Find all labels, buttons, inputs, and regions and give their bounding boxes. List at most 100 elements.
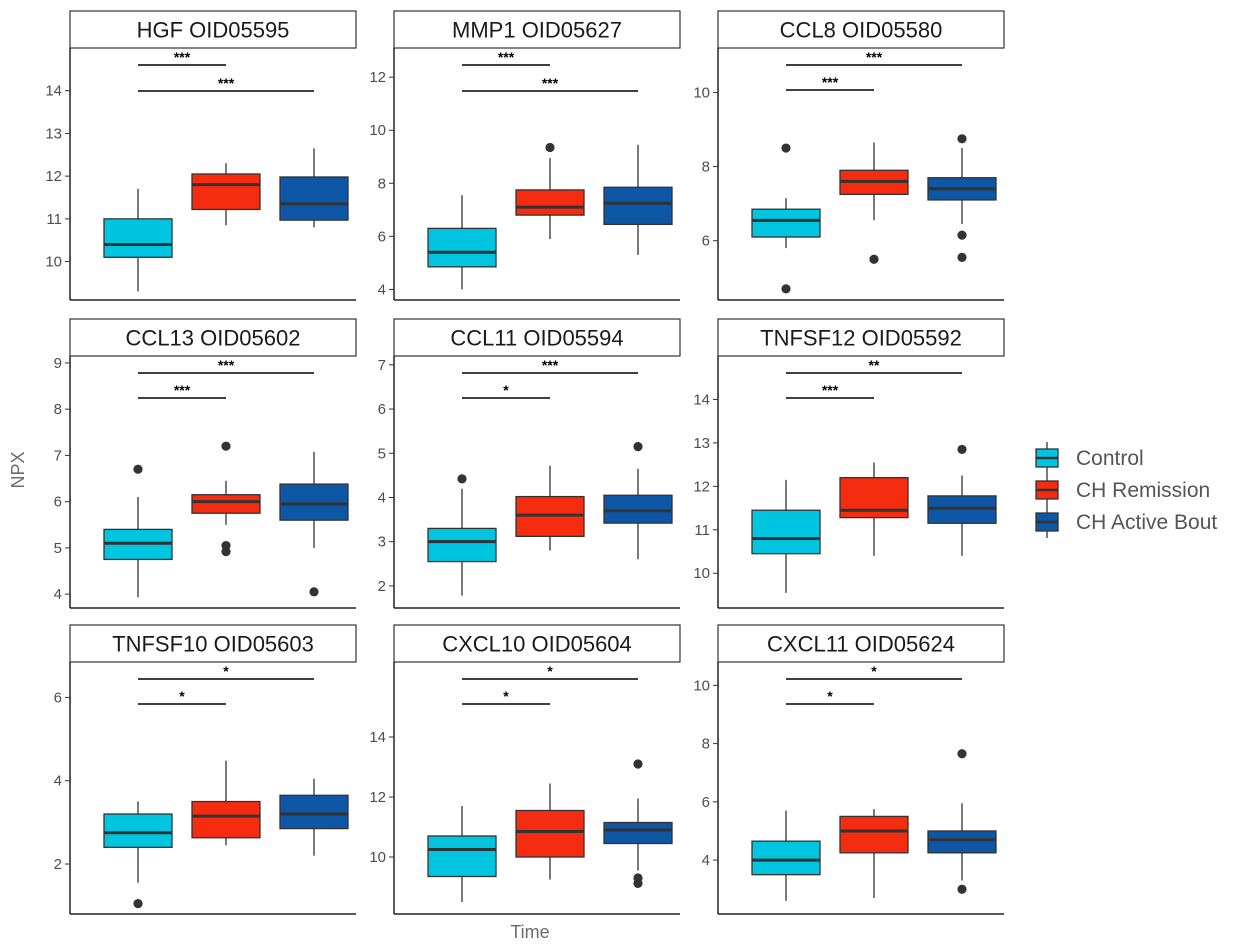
box-ch-active-bout: [603, 144, 673, 255]
box-ch-remission: [191, 441, 261, 557]
facet-strip: [717, 318, 1005, 357]
y-tick-label: 6: [378, 228, 386, 245]
box-ch-active-bout: [279, 778, 349, 856]
significance-label: ***: [498, 49, 515, 65]
outlier-point: [221, 441, 231, 451]
facet-title: CCL13 OID05602: [126, 326, 301, 351]
box-ch-remission: [839, 142, 909, 264]
y-tick-label: 8: [378, 175, 386, 192]
legend-label: Control: [1076, 447, 1144, 470]
facet-strip: [69, 624, 357, 663]
y-tick-label: 12: [45, 168, 62, 185]
box-body: [279, 794, 349, 830]
facet-panel: MMP1 OID05627 4 6 8 10 12 *** ***: [369, 10, 681, 301]
outlier-point: [957, 134, 967, 144]
box-ch-remission: [839, 462, 909, 556]
outlier-point: [545, 142, 555, 153]
outlier-point: [781, 143, 791, 153]
outlier-point: [633, 759, 643, 769]
facet-panel: CXCL10 OID05604 10 12 14 * *: [369, 624, 681, 915]
facet-strip: [393, 10, 681, 49]
legend-label: CH Active Bout: [1076, 511, 1217, 534]
outlier-point: [781, 284, 791, 294]
outlier-point: [221, 546, 231, 557]
box-control: [103, 801, 173, 909]
outlier-point: [457, 474, 467, 484]
box-body: [927, 830, 997, 854]
facet-title: CXCL11 OID05624: [767, 632, 955, 657]
box-body: [103, 218, 173, 258]
y-tick-label: 5: [54, 540, 62, 557]
box-ch-remission: [515, 465, 585, 551]
outlier-point: [957, 749, 967, 759]
outlier-point: [309, 587, 319, 597]
significance-label: *: [503, 688, 509, 704]
y-tick-label: 14: [693, 391, 710, 408]
box-ch-active-bout: [603, 759, 673, 889]
box-body: [515, 189, 585, 216]
box-ch-remission: [515, 142, 585, 239]
box-control: [427, 195, 497, 290]
box-body: [751, 840, 821, 876]
significance-label: ***: [542, 357, 559, 373]
y-tick-label: 12: [693, 478, 710, 495]
box-ch-remission: [191, 760, 261, 846]
box-body: [603, 821, 673, 845]
facet-strip: [717, 624, 1005, 663]
facet-title: MMP1 OID05627: [452, 18, 622, 43]
significance-label: ***: [866, 49, 883, 65]
y-axis-title: NPX: [8, 451, 28, 488]
y-tick-label: 4: [54, 773, 62, 790]
significance-label: ***: [174, 49, 191, 65]
y-tick-label: 11: [694, 522, 710, 539]
facet-title: CCL8 OID05580: [780, 18, 943, 43]
box-body: [927, 495, 997, 524]
facet-strip: [69, 318, 357, 357]
facet-panel: CCL8 OID05580 6 8 10 *** ***: [693, 10, 1005, 301]
facet-strip: [393, 318, 681, 357]
box-control: [427, 806, 497, 902]
box-control: [103, 464, 173, 598]
box-body: [103, 813, 173, 849]
significance-label: *: [547, 663, 553, 679]
y-tick-label: 4: [54, 586, 62, 603]
facet-panel: CXCL11 OID05624 4 6 8 10 * *: [693, 624, 1005, 915]
facet-title: CXCL10 OID05604: [442, 632, 632, 657]
facet-title: TNFSF10 OID05603: [112, 632, 314, 657]
y-tick-label: 10: [45, 254, 62, 271]
facet-panel: TNFSF10 OID05603 2 4 6 * *: [54, 624, 357, 915]
outlier-point: [633, 442, 643, 452]
significance-label: *: [827, 688, 833, 704]
facet-strip: [717, 10, 1005, 49]
facet-strip: [393, 624, 681, 663]
x-axis-title: Time: [510, 922, 549, 942]
y-tick-label: 8: [54, 401, 62, 418]
facet-panel: HGF OID05595 10 11 12 13 14 *** ***: [45, 10, 357, 301]
box-ch-active-bout: [279, 451, 349, 597]
y-tick-label: 4: [378, 281, 386, 298]
box-ch-active-bout: [927, 134, 997, 262]
box-body: [427, 527, 497, 563]
box-body: [427, 835, 497, 878]
box-control: [751, 143, 821, 294]
box-ch-active-bout: [603, 442, 673, 560]
box-body: [839, 815, 909, 854]
box-body: [191, 173, 261, 211]
facet-title: HGF OID05595: [137, 18, 290, 43]
y-tick-label: 14: [369, 729, 386, 746]
y-tick-label: 8: [702, 159, 710, 176]
facet-strip: [69, 10, 357, 49]
y-tick-label: 3: [378, 534, 386, 551]
facet-title: TNFSF12 OID05592: [760, 326, 962, 351]
y-tick-label: 10: [369, 122, 386, 139]
y-tick-label: 10: [693, 677, 710, 694]
box-ch-active-bout: [927, 749, 997, 894]
significance-label: **: [869, 357, 880, 373]
y-tick-label: 9: [54, 355, 62, 372]
box-body: [279, 483, 349, 521]
y-tick-label: 13: [693, 435, 710, 452]
y-tick-label: 6: [702, 794, 710, 811]
